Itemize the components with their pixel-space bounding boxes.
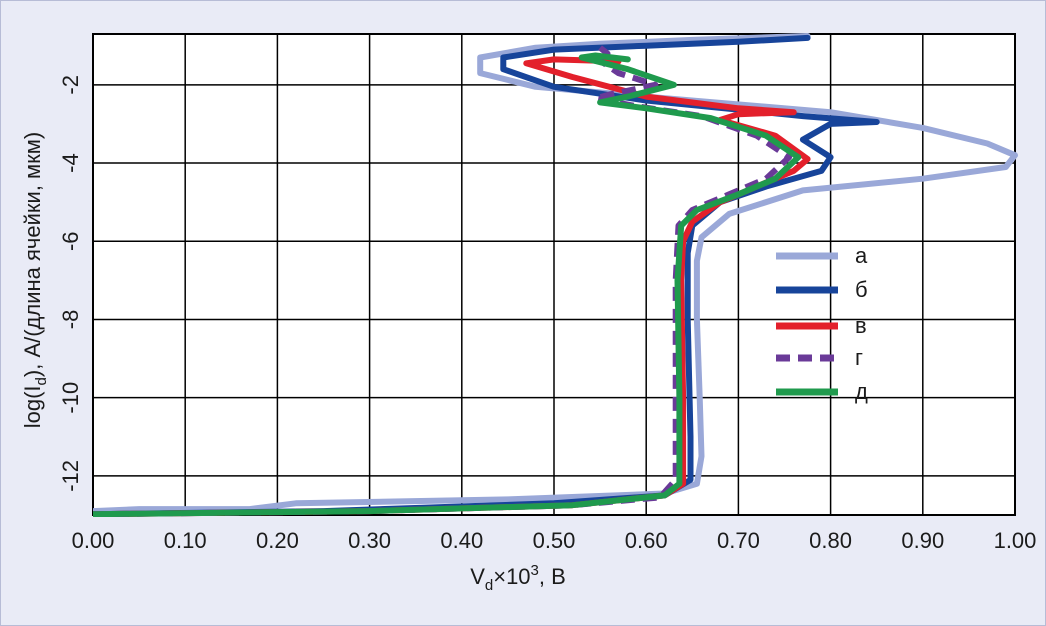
legend-label: а — [855, 243, 868, 268]
legend-label: г — [855, 345, 863, 370]
x-tick-label: 0.80 — [809, 528, 852, 553]
x-tick-label: 0.20 — [256, 528, 299, 553]
legend-label: в — [855, 313, 867, 338]
series-line-2 — [93, 34, 880, 517]
legend-label: б — [855, 277, 868, 302]
x-tick-label: 0.70 — [717, 528, 760, 553]
y-tick-label: -12 — [58, 460, 83, 492]
y-tick-label: -8 — [58, 310, 83, 330]
x-tick-label: 0.40 — [440, 528, 483, 553]
x-tick-label: 0.50 — [533, 528, 576, 553]
y-tick-label: -4 — [58, 153, 83, 173]
x-tick-label: 1.00 — [994, 528, 1037, 553]
series-lines — [93, 33, 1018, 517]
x-tick-labels: 0.00 0.10 0.20 0.30 0.40 0.50 0.60 0.70 0.80 0.90… — [72, 528, 1037, 553]
x-tick-label: 0.30 — [348, 528, 391, 553]
y-tick-label: -10 — [58, 382, 83, 414]
x-axis-label: Vd×103, В — [470, 562, 566, 594]
y-axis-label: log(Id), А/(длина ячейки, мкм) — [20, 132, 50, 429]
legend-label: д — [855, 379, 868, 404]
x-tick-label: 0.00 — [72, 528, 115, 553]
y-tick-labels: -2 -4 -6 -8 -10 -12 — [58, 75, 83, 492]
y-tick-label: -6 — [58, 231, 83, 251]
series-line-1 — [93, 33, 1018, 515]
x-tick-label: 0.90 — [901, 528, 944, 553]
x-tick-label: 0.60 — [625, 528, 668, 553]
series-line-5 — [93, 52, 802, 517]
series-line-4 — [93, 45, 793, 517]
x-tick-label: 0.10 — [164, 528, 207, 553]
y-tick-label: -2 — [58, 75, 83, 95]
